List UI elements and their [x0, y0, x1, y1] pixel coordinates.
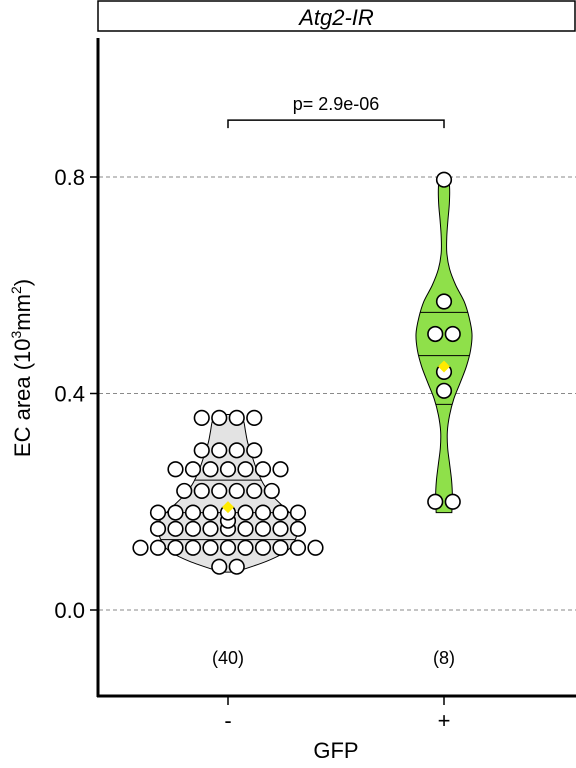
data-point-0-2-8 — [289, 520, 307, 537]
data-point-0-4-3 — [202, 504, 219, 521]
data-point-0-5-0 — [176, 482, 193, 500]
data-point-0-7-3 — [246, 442, 263, 459]
data-point-1-4-0 — [435, 293, 453, 310]
data-point-0-4-0 — [149, 504, 167, 521]
data-point-0-4-5 — [237, 504, 254, 521]
data-point-0-1-7 — [254, 539, 272, 556]
n-label-1: (8) — [433, 648, 455, 668]
y-tick-label-0: 0.0 — [54, 598, 85, 623]
data-point-0-1-6 — [237, 539, 254, 556]
data-point-0-6-1 — [184, 461, 202, 478]
data-point-0-6-6 — [272, 461, 289, 478]
data-point-0-5-4 — [246, 482, 263, 500]
x-ticks: - + — [224, 697, 450, 733]
data-point-0-1-0 — [132, 539, 149, 556]
data-point-0-8-0 — [193, 409, 210, 426]
data-point-0-2-6 — [254, 520, 272, 537]
data-point-1-5-0 — [435, 171, 453, 188]
x-tick-label-0: - — [224, 708, 231, 733]
data-point-0-7-2 — [228, 442, 245, 459]
data-point-0-4-2 — [184, 504, 202, 521]
data-point-0-4-8 — [289, 504, 307, 521]
data-point-0-6-2 — [202, 461, 219, 478]
mean-marker-0 — [222, 501, 234, 514]
data-point-0-6-0 — [167, 461, 184, 478]
data-point-0-5-1 — [193, 482, 210, 500]
data-point-0-6-5 — [254, 461, 272, 478]
data-point-0-8-1 — [211, 409, 228, 426]
facet-strip — [97, 0, 576, 32]
data-point-0-2-3 — [202, 520, 219, 537]
data-point-0-2-1 — [167, 520, 184, 537]
data-point-0-1-3 — [184, 539, 202, 556]
y-axis-title-suffix: ) — [10, 279, 35, 286]
data-point-0-0-0 — [211, 558, 228, 575]
n-label-0: (40) — [212, 648, 244, 668]
data-point-0-2-0 — [149, 520, 167, 537]
grid-lines — [99, 176, 576, 611]
data-point-0-2-2 — [184, 520, 202, 537]
data-point-0-8-3 — [246, 409, 263, 426]
y-axis-title-sup1: 3 — [8, 330, 24, 338]
data-point-0-6-3 — [219, 461, 237, 478]
data-point-0-2-7 — [272, 520, 289, 537]
data-point-0-1-10 — [307, 539, 324, 556]
data-point-0-1-2 — [167, 539, 184, 556]
data-point-0-5-3 — [228, 482, 245, 500]
bracket-line — [227, 119, 445, 129]
significance-bracket: p= 2.9e-06 — [227, 94, 445, 129]
y-ticks: 0.0 0.4 0.8 — [54, 165, 97, 623]
mean-marker-1 — [438, 360, 450, 373]
facet-title: Atg2-IR — [297, 5, 374, 30]
y-tick-label-1: 0.4 — [54, 382, 85, 407]
data-point-0-7-1 — [211, 442, 228, 459]
data-point-0-4-7 — [272, 504, 289, 521]
data-point-0-1-4 — [202, 539, 219, 556]
x-tick-label-1: + — [438, 708, 451, 733]
data-point-1-1-0 — [435, 382, 453, 399]
data-point-0-6-4 — [237, 461, 254, 478]
data-point-0-7-0 — [193, 442, 210, 459]
data-point-0-1-5 — [219, 539, 237, 556]
data-point-0-1-1 — [149, 539, 167, 556]
data-point-1-0-0 — [427, 493, 444, 510]
violin-1 — [415, 181, 473, 514]
data-point-1-3-0 — [427, 325, 444, 343]
data-point-0-4-1 — [167, 504, 184, 521]
data-point-1-0-1 — [444, 493, 461, 510]
y-axis-title-sup2: 2 — [8, 286, 24, 294]
data-point-0-4-6 — [254, 504, 272, 521]
violins — [132, 171, 473, 575]
x-axis-title: GFP — [313, 738, 358, 763]
p-value-label: p= 2.9e-06 — [293, 94, 380, 114]
data-point-0-5-5 — [263, 482, 280, 500]
data-point-0-5-2 — [211, 482, 228, 500]
y-tick-label-2: 0.8 — [54, 165, 85, 190]
data-point-0-1-8 — [272, 539, 289, 556]
y-axis-title-prefix: EC area (10 — [10, 338, 35, 457]
data-point-1-3-1 — [444, 325, 461, 343]
y-axis-title-mid: mm — [10, 294, 35, 331]
y-axis-title: EC area (103mm2) — [8, 279, 35, 457]
data-point-0-2-5 — [237, 520, 254, 537]
data-point-0-0-1 — [228, 558, 245, 575]
data-point-0-8-2 — [228, 409, 245, 426]
data-point-0-1-9 — [289, 539, 307, 556]
n-labels: (40) (8) — [212, 648, 455, 668]
